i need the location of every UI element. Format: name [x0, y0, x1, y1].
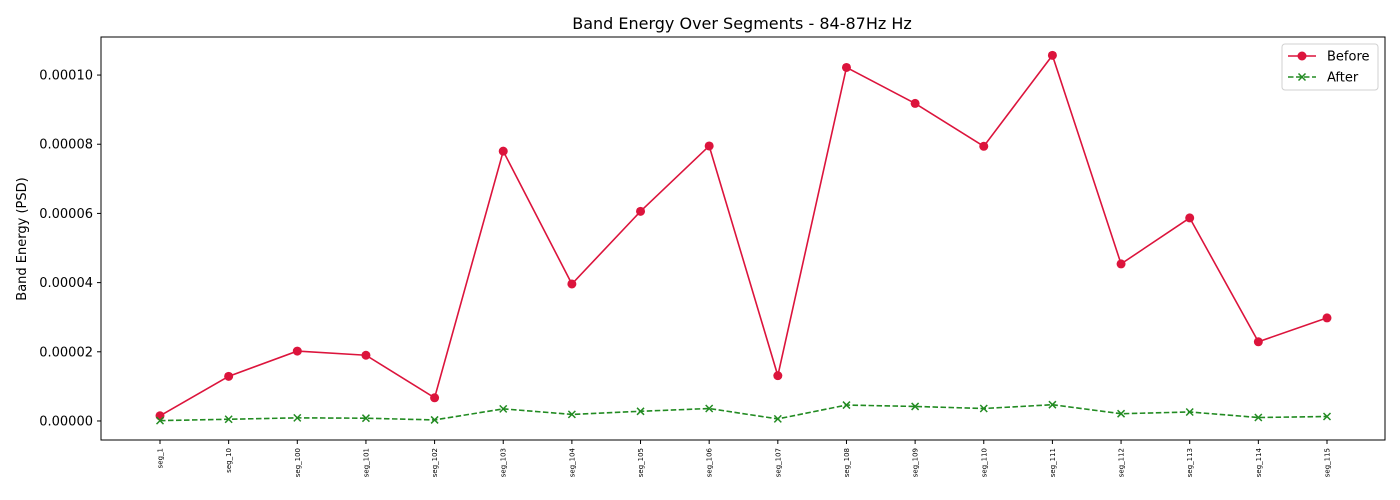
x-tick-label: seg_102: [431, 448, 439, 477]
x-marker-stroke: [361, 414, 370, 423]
x-tick-label: seg_105: [637, 448, 645, 477]
x-marker-stroke: [979, 404, 988, 413]
legend-marker: [1297, 51, 1307, 61]
point-before: [773, 371, 783, 381]
series-line-before: [159, 53, 1328, 417]
x-marker-stroke: [155, 416, 165, 425]
x-tick-label: seg_101: [362, 448, 370, 477]
x-tick-label: seg_112: [1118, 448, 1126, 477]
point-after: [1048, 400, 1057, 409]
chart-title: Band Energy Over Segments - 84-87Hz Hz: [572, 14, 912, 33]
x-marker-stroke: [773, 414, 782, 423]
x-marker-stroke: [636, 407, 645, 416]
point-after: [1117, 409, 1126, 418]
x-tick-label: seg_110: [980, 448, 988, 477]
point-after: [1185, 407, 1194, 417]
point-before: [567, 279, 577, 289]
x-tick-label: seg_109: [912, 448, 920, 477]
point-before: [910, 98, 920, 108]
point-before: [155, 411, 165, 421]
y-tick-label: 0.00002: [39, 345, 93, 360]
x-marker-stroke: [1322, 412, 1332, 421]
x-tick-label: seg_108: [843, 448, 851, 477]
y-axis-label: Band Energy (PSD): [15, 177, 30, 300]
point-after: [773, 414, 782, 423]
x-tick-label: seg_111: [1049, 448, 1057, 477]
point-after: [224, 415, 233, 424]
x-tick-label: seg_106: [706, 447, 714, 477]
x-tick-label: seg_113: [1186, 448, 1194, 477]
x-marker-stroke: [293, 413, 302, 422]
legend-label-after: After: [1327, 71, 1359, 86]
point-before: [1116, 259, 1126, 269]
x-tick-label: seg_107: [774, 448, 782, 477]
x-marker-stroke: [1185, 407, 1194, 417]
point-after: [499, 404, 508, 413]
point-after: [1322, 412, 1332, 421]
x-marker-stroke: [705, 404, 714, 413]
y-tick-label: 0.00010: [39, 69, 93, 84]
x-tick-label: seg_103: [500, 448, 508, 477]
point-before: [1322, 313, 1332, 323]
x-tick-label: seg_115: [1324, 448, 1332, 477]
x-marker-stroke: [1048, 400, 1057, 409]
point-after: [842, 401, 851, 410]
point-after: [636, 407, 645, 416]
legend: Before After: [1281, 43, 1379, 91]
series-line-after: [159, 403, 1328, 422]
x-marker-stroke: [224, 415, 233, 424]
x-tick-label: seg_10: [225, 448, 233, 473]
x-marker-stroke: [1117, 409, 1126, 418]
point-before: [979, 141, 989, 151]
point-before: [1253, 337, 1263, 347]
x-tick-label: seg_114: [1255, 447, 1263, 477]
legend-label-before: Before: [1327, 50, 1370, 65]
point-after: [361, 414, 370, 423]
point-before: [704, 141, 714, 151]
y-tick-label: 0.00006: [39, 207, 93, 222]
point-before: [498, 146, 508, 156]
axes-frame: [100, 36, 1386, 441]
point-after: [567, 410, 576, 419]
x-marker-stroke: [499, 404, 508, 413]
point-before: [430, 393, 440, 403]
x-marker-stroke: [430, 415, 439, 424]
point-after: [911, 402, 920, 411]
x-tick-label: seg_100: [294, 448, 302, 477]
point-after: [155, 416, 165, 425]
x-marker-stroke: [567, 410, 576, 419]
x-marker-stroke: [842, 401, 851, 410]
x-marker-stroke: [1254, 413, 1263, 422]
point-before: [292, 346, 302, 356]
y-tick-label: 0.00004: [39, 276, 93, 291]
legend-marker: [1297, 72, 1307, 82]
point-after: [430, 415, 439, 424]
x-tick-label: seg_1: [157, 448, 165, 468]
y-tick-label: 0.00000: [39, 414, 93, 429]
x-tick-label: seg_104: [568, 447, 576, 477]
point-before: [636, 206, 646, 216]
plot-area: 0.00000 0.00002 0.00004 0.00006 0.00008 0.000…: [39, 50, 1332, 477]
point-before: [1047, 50, 1057, 60]
x-marker-stroke: [911, 402, 920, 411]
point-after: [1254, 413, 1263, 422]
point-before: [361, 350, 371, 360]
point-before: [841, 62, 851, 72]
point-after: [705, 404, 714, 413]
point-after: [979, 404, 988, 413]
y-tick-label: 0.00008: [39, 138, 93, 153]
point-after: [293, 413, 302, 422]
point-before: [224, 371, 234, 381]
point-before: [1185, 213, 1195, 223]
